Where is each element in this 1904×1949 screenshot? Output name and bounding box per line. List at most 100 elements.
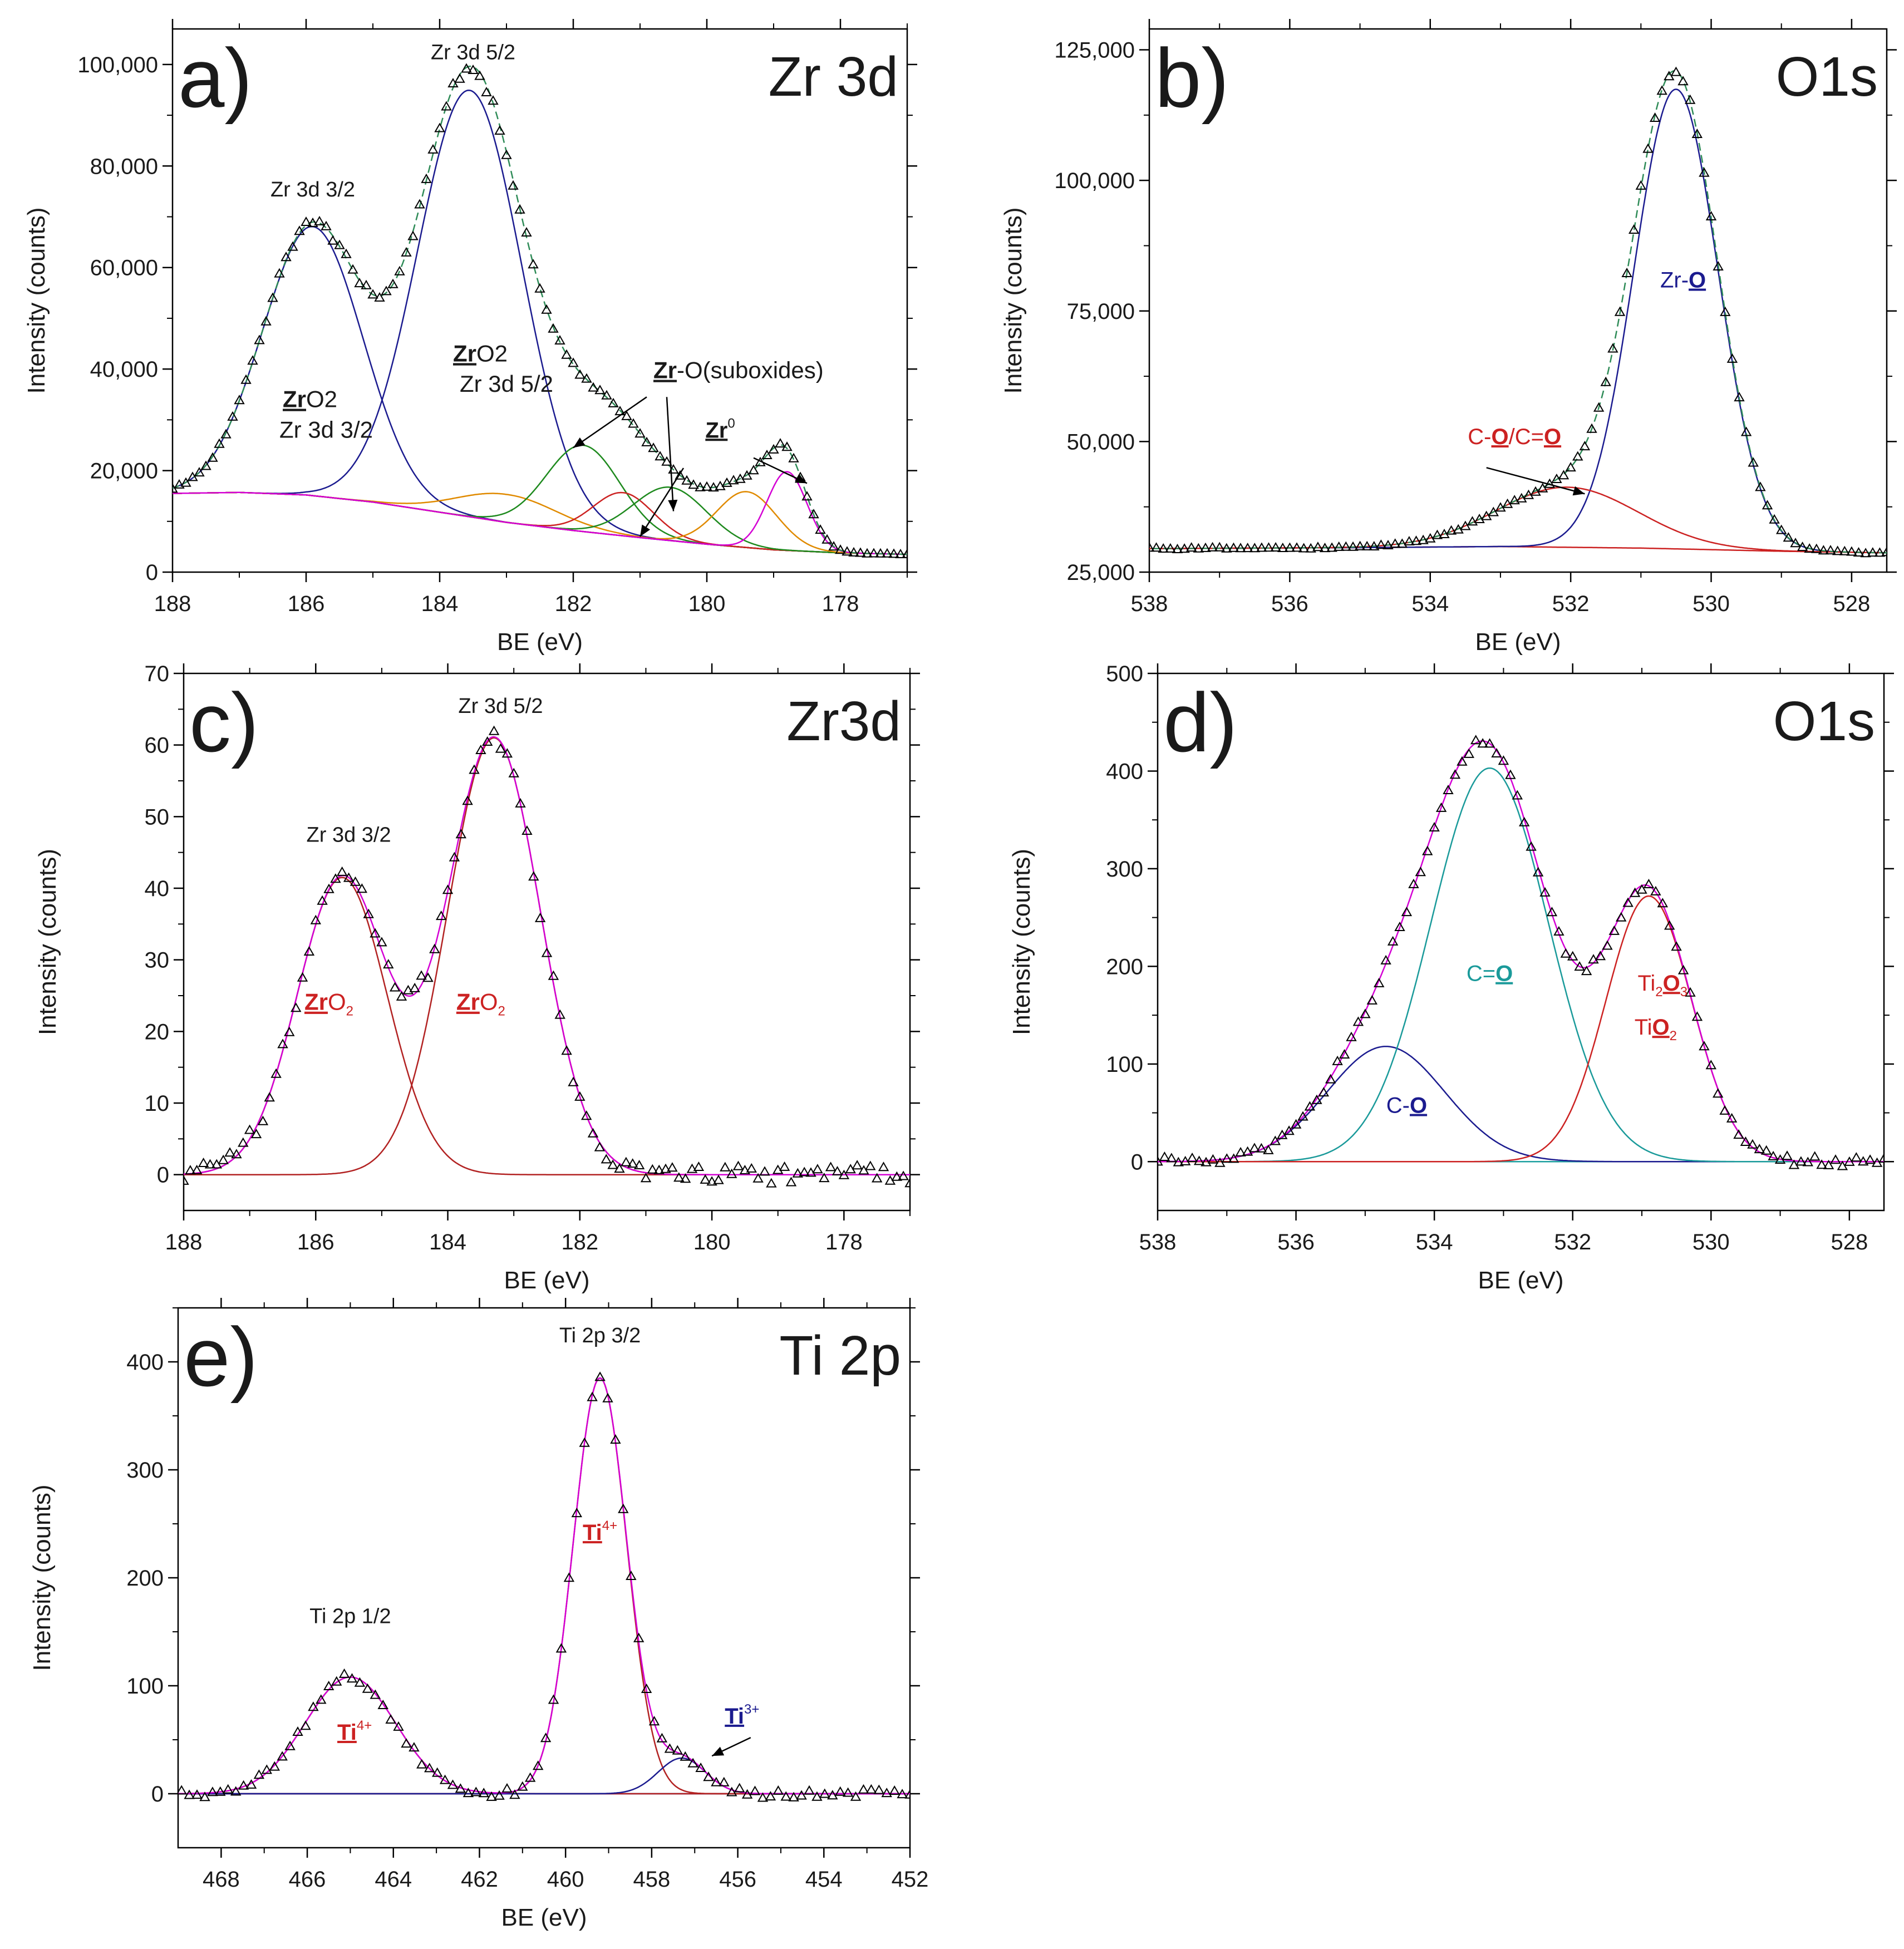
data-point-c-35	[673, 1172, 685, 1182]
data-point-b-78	[1333, 541, 1345, 551]
data-point-d-98	[1201, 1156, 1212, 1167]
panel-title-a: Zr 3d	[769, 46, 898, 108]
data-point-d-59	[1470, 735, 1482, 745]
data-point-d-32	[1657, 898, 1669, 908]
data-point-d-66	[1421, 845, 1433, 855]
data-point-c-87	[330, 873, 341, 883]
data-point-b-27	[1691, 128, 1703, 138]
data-point-d-84	[1297, 1111, 1308, 1121]
data-point-a-75	[401, 247, 412, 257]
data-point-a-84	[341, 248, 352, 258]
data-point-d-65	[1429, 821, 1440, 831]
data-point-e-20	[749, 1785, 761, 1795]
data-point-d-70	[1394, 921, 1405, 931]
data-point-e-58	[455, 1783, 466, 1793]
plot-frame-c	[183, 672, 911, 1212]
data-point-d-4	[1851, 1152, 1862, 1162]
x-tick-label-c-1: 186	[297, 1230, 334, 1254]
y-tick-label-c-3: 30	[145, 948, 170, 973]
data-point-a-92	[287, 241, 298, 251]
x-tick-label-e-8: 452	[892, 1867, 929, 1892]
data-point-b-26	[1699, 167, 1710, 177]
data-point-e-45	[555, 1643, 567, 1653]
data-point-e-87	[230, 1786, 242, 1796]
data-point-a-69	[441, 101, 452, 111]
arrow-line-a-0	[573, 396, 647, 449]
annotation-a-3: Zr 3d 3/2	[279, 416, 373, 442]
x-tick-label-c-5: 178	[825, 1230, 863, 1254]
data-point-b-60	[1460, 520, 1471, 530]
data-point-b-61	[1453, 524, 1464, 534]
x-tick-label-e-2: 464	[375, 1867, 412, 1892]
data-point-a-64	[474, 70, 485, 80]
data-point-c-4	[878, 1161, 889, 1172]
data-point-b-33	[1649, 112, 1661, 122]
data-point-c-31	[700, 1174, 711, 1184]
data-point-c-53	[554, 1009, 565, 1019]
arrow-head-a-3	[795, 474, 807, 484]
data-point-a-2	[888, 548, 899, 558]
data-point-e-23	[726, 1786, 737, 1797]
data-point-a-59	[508, 180, 519, 190]
data-point-b-101	[1172, 543, 1183, 553]
chart-d: 538 536 534 532 530 528 0 100 200 300 400 500 BE (eV…	[1008, 662, 1894, 1294]
data-point-e-5	[865, 1784, 877, 1794]
data-point-e-24	[719, 1776, 730, 1786]
x-tick-label-e-1: 466	[289, 1867, 326, 1892]
data-point-a-50	[568, 357, 579, 367]
data-point-d-85	[1290, 1119, 1302, 1129]
data-point-e-7	[850, 1791, 862, 1801]
data-point-c-60	[508, 767, 519, 777]
annotation-d-3: TiO2	[1635, 1015, 1677, 1044]
x-tick-label-a-4: 180	[688, 592, 726, 616]
x-tick-label-a-5: 178	[822, 592, 859, 616]
data-point-b-44	[1572, 451, 1583, 461]
panel-letter-c: c)	[189, 676, 259, 769]
y-tick-label-a-0: 0	[146, 560, 158, 585]
data-point-a-67	[454, 73, 465, 83]
x-tick-label-a-0: 188	[154, 592, 191, 616]
data-point-d-11	[1802, 1156, 1814, 1167]
data-point-a-47	[588, 382, 599, 392]
data-point-a-23	[748, 465, 759, 475]
data-point-e-76	[316, 1694, 327, 1704]
y-tick-label-c-4: 40	[145, 877, 170, 901]
data-point-e-71	[354, 1677, 366, 1687]
x-tick-label-b-0: 538	[1131, 592, 1168, 616]
data-point-b-73	[1369, 540, 1380, 550]
data-point-b-88	[1263, 542, 1275, 552]
data-point-b-99	[1185, 542, 1197, 552]
arrow-line-a-2	[639, 467, 685, 537]
data-point-b-10	[1811, 543, 1822, 553]
data-point-e-55	[478, 1788, 489, 1798]
data-point-d-41	[1595, 951, 1606, 961]
data-point-e-25	[711, 1776, 722, 1786]
data-point-b-56	[1488, 506, 1499, 516]
data-point-d-76	[1352, 1016, 1364, 1026]
data-point-a-40	[634, 428, 646, 438]
data-point-e-69	[370, 1689, 381, 1699]
data-point-d-88	[1270, 1135, 1281, 1145]
data-point-b-38	[1614, 306, 1626, 316]
data-point-c-51	[568, 1076, 579, 1086]
data-point-e-73	[338, 1668, 350, 1678]
y-tick-label-d-3: 300	[1106, 857, 1143, 882]
data-point-c-83	[356, 883, 368, 893]
data-point-e-74	[331, 1676, 342, 1686]
data-point-d-28	[1685, 987, 1696, 997]
data-point-b-41	[1593, 402, 1605, 412]
data-point-d-61	[1457, 756, 1468, 766]
x-tick-label-c-4: 180	[693, 1230, 731, 1254]
data-point-d-64	[1435, 802, 1447, 812]
data-point-e-4	[873, 1784, 885, 1794]
y-tick-label-c-2: 20	[145, 1020, 170, 1044]
data-point-e-80	[284, 1740, 296, 1750]
data-point-e-67	[385, 1714, 396, 1724]
data-point-e-85	[245, 1779, 257, 1789]
data-point-c-29	[713, 1174, 724, 1184]
data-point-b-87	[1270, 542, 1281, 552]
data-point-c-33	[686, 1163, 698, 1173]
data-point-a-55	[534, 283, 545, 293]
data-point-d-16	[1768, 1150, 1779, 1160]
data-point-d-105	[1158, 1156, 1163, 1166]
